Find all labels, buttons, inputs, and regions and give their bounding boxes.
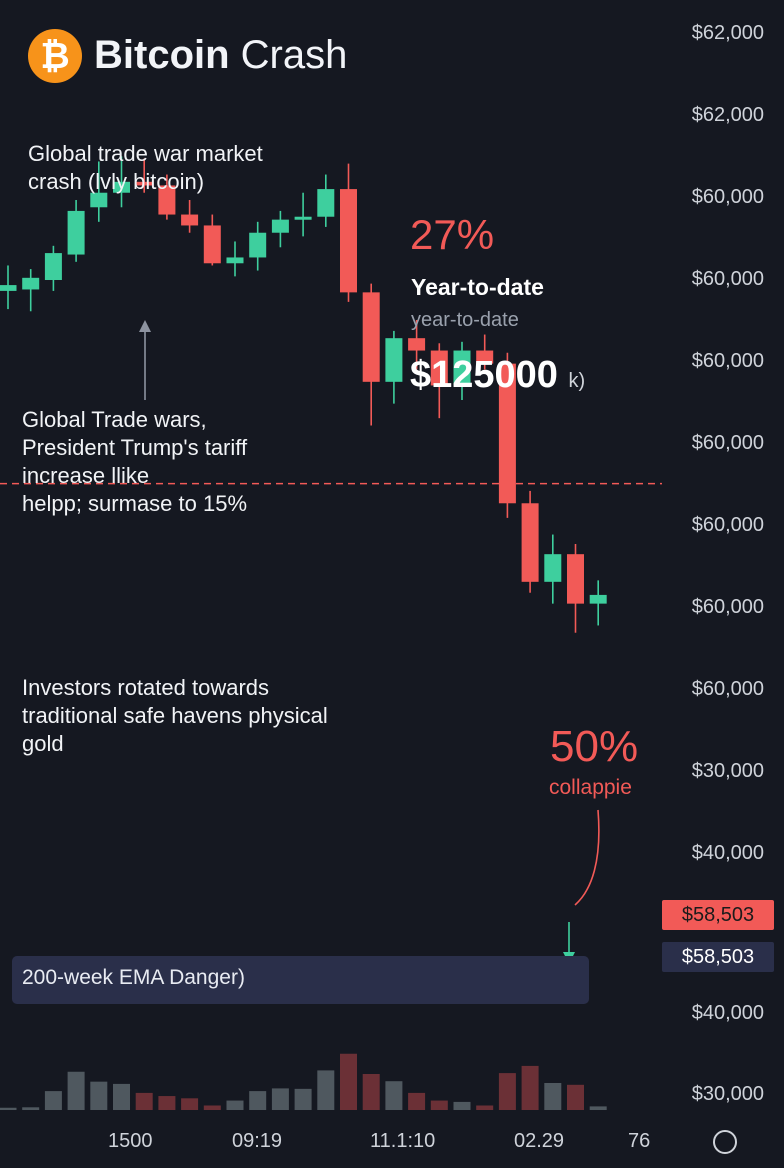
volume-bar [589,1106,607,1110]
candle-body [113,181,130,193]
annotation-safe-haven: Investors rotated towards traditional sa… [22,675,328,756]
y-tick-label: $40,000 [691,1002,764,1024]
page-title: Bitcoin Crash [94,31,347,79]
volume-bar [113,1083,130,1110]
candle-body [44,253,62,280]
headline-price-suffix: k) [568,370,586,392]
y-tick-label: $60,000 [691,268,764,290]
candle-body [453,350,471,386]
candle-body [317,189,335,217]
candle-body [226,257,244,264]
volume-bar [476,1105,494,1110]
title-bold: Bitcoin [94,33,230,77]
volume-bar [408,1092,426,1110]
candle-body [135,181,153,186]
current-price-tag: $58,503 [662,900,774,930]
volume-bar [203,1105,221,1110]
ema-danger-banner[interactable] [12,956,589,1004]
secondary-price-tag: $58,503 [662,942,774,972]
y-tick-label: $60,000 [691,514,764,536]
candle-body [22,277,40,290]
candle-body [362,292,380,382]
volume-bar [44,1091,62,1110]
x-tick-label: 76 [628,1130,651,1152]
volume-bar [544,1083,562,1110]
y-tick-label: $60,000 [691,350,764,372]
y-tick-label: $60,000 [691,678,764,700]
candle-body [249,232,267,258]
volume-bar [90,1081,108,1110]
volume-bar [0,1107,17,1110]
crash-arrow-line [574,809,600,906]
volume-bar [249,1091,267,1110]
y-tick-label: $30,000 [691,1083,764,1105]
x-tick-label: 09:19 [232,1130,283,1152]
y-tick-label: $40,000 [691,842,764,864]
candle-body [0,285,17,291]
volume-bar [385,1081,403,1110]
volume-bar [226,1100,244,1110]
candle-body [589,594,607,604]
volume-bar [158,1096,176,1110]
volume-bar [430,1100,448,1110]
candle-body [521,503,539,582]
ytd-label: Year-to-date [411,274,544,300]
candle-body [408,338,426,351]
volume-bar [362,1074,380,1110]
annotation-arrow-head [139,320,151,332]
headline-price-value: $125000 [410,354,558,396]
volume-bar [567,1084,584,1110]
volume-bar [498,1073,516,1110]
crash-label: collappie [549,776,632,799]
candle-body [271,219,289,233]
candle-body [498,363,516,504]
x-tick-label: 11.1:10 [370,1130,436,1152]
volume-bar [22,1107,40,1110]
volume-bar [521,1065,539,1110]
bitcoin-logo-icon: ₿ [28,29,82,83]
annotation-tariff: Global Trade wars, President Trump's tar… [22,407,248,516]
x-tick-label: 1500 [108,1130,153,1152]
settings-circle-icon[interactable] [713,1130,737,1154]
headline-price: $125000 k) [410,354,585,397]
volume-bar [67,1071,85,1110]
volume-bar [453,1101,471,1110]
crash-percent: 50% [550,722,639,771]
volume-bar [340,1053,357,1110]
candle-body [430,350,448,386]
y-tick-label: $62,000 [691,22,764,44]
candle-body [385,338,403,382]
candle-body [90,192,108,208]
candle-body [67,210,85,255]
annotation-trade-war: Global trade war market crash (lvly bitc… [28,141,263,194]
candle-body [181,214,199,226]
volume-bar [271,1088,289,1110]
candle-body [544,554,562,582]
ytd-sublabel: year-to-date [411,309,519,331]
candle-body [203,225,221,264]
volume-bar [317,1070,335,1110]
y-tick-label: $30,000 [691,760,764,782]
candle-body [476,350,494,364]
ema-danger-label: 200-week EMA Danger) [22,966,245,989]
title-light: Crash [229,33,348,77]
volume-bar [294,1088,312,1110]
y-tick-label: $60,000 [691,432,764,454]
y-tick-label: $62,000 [691,104,764,126]
volume-bar [135,1092,153,1110]
candle-body [158,185,176,215]
candle-body [340,189,357,293]
y-tick-label: $60,000 [691,186,764,208]
candle-body [567,554,584,604]
candle-body [294,216,312,220]
ytd-percent: 27% [410,211,495,258]
y-tick-label: $60,000 [691,596,764,618]
volume-bar [181,1098,199,1110]
x-tick-label: 02.29 [514,1130,565,1152]
